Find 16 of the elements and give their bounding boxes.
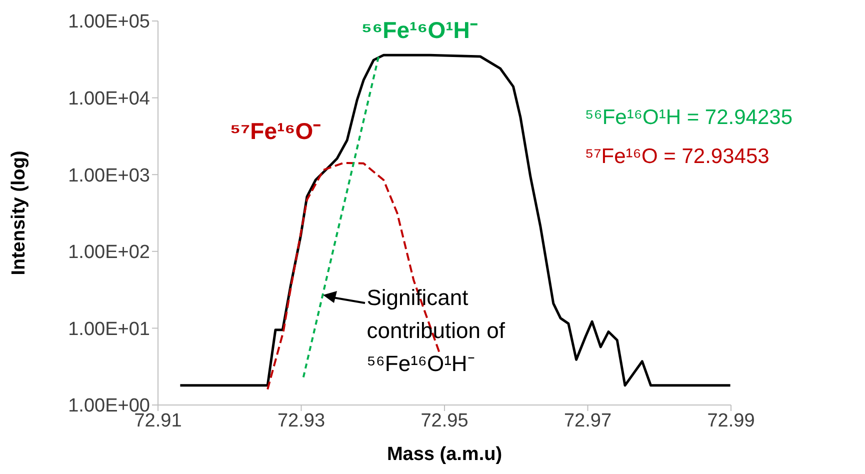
x-tick-label: 72.95: [420, 410, 468, 432]
y-tick-label: 1.00E+01: [68, 318, 150, 340]
y-tick-label: 1.00E+02: [68, 242, 150, 264]
annotation: ⁵⁷Fe¹⁶O = 72.93453: [585, 145, 770, 168]
series-label: ⁵⁶Fe¹⁶O¹H⁻: [361, 17, 478, 44]
x-tick-label: 72.97: [564, 410, 612, 432]
y-axis-title: Intensity (log): [8, 150, 30, 276]
y-tick-label: 1.00E+03: [68, 165, 150, 186]
x-tick-label: 72.93: [277, 410, 326, 432]
annotation: ⁵⁶Fe¹⁶O¹H = 72.94235: [585, 106, 793, 129]
annotation: Significant contribution of ⁵⁶Fe¹⁶O¹H⁻: [366, 285, 505, 376]
y-tick-label: 1.00E+05: [68, 12, 150, 33]
series-label: ⁵⁷Fe¹⁶O⁻: [230, 118, 322, 144]
y-tick-label: 1.00E+04: [68, 88, 150, 110]
x-axis-title: Mass (a.m.u): [386, 444, 502, 465]
x-tick-label: 72.99: [707, 410, 755, 432]
